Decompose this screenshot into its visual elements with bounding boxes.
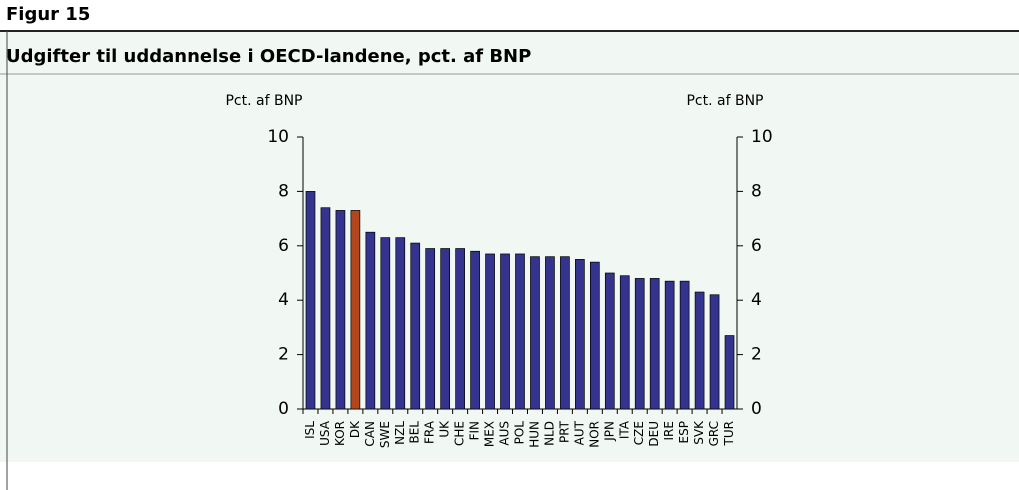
- bar: [440, 248, 451, 410]
- x-tick-label: JPN: [602, 421, 616, 442]
- bar: [305, 191, 316, 410]
- bar: [709, 294, 720, 410]
- y-tick-label: 4: [278, 290, 289, 310]
- y-tick-label: 2: [278, 345, 289, 365]
- bar: [679, 280, 690, 410]
- bar: [320, 207, 331, 410]
- x-tick-label: SVK: [692, 420, 706, 445]
- x-tick-label: TUR: [722, 421, 736, 446]
- bar: [380, 237, 391, 410]
- x-tick-label: CAN: [363, 421, 377, 447]
- x-tick-label: AUS: [498, 421, 512, 446]
- bar: [694, 291, 705, 410]
- x-tick-label: BEL: [408, 421, 422, 444]
- bar: [455, 248, 465, 410]
- x-tick-label: DK: [348, 420, 362, 438]
- x-tick-label: ESP: [677, 421, 691, 443]
- chart-title: Udgifter til uddannelse i OECD-landene, …: [6, 46, 531, 67]
- x-tick-label: NZL: [393, 421, 407, 445]
- y-tick-label: 8: [278, 181, 289, 201]
- x-tick-label: ISL: [303, 421, 317, 439]
- bar: [545, 256, 555, 410]
- bar: [410, 242, 421, 410]
- bar: [649, 278, 660, 410]
- x-tick-label: SWE: [378, 421, 392, 448]
- x-tick-label: IRE: [662, 421, 676, 440]
- x-tick-label: MEX: [483, 421, 497, 447]
- bar: [365, 231, 376, 410]
- x-tick-label: CZE: [632, 421, 646, 445]
- x-tick-label: USA: [318, 420, 332, 446]
- x-tick-label: CHE: [453, 421, 467, 446]
- x-tick-label: HUN: [527, 421, 541, 448]
- y2-tick-label: 0: [751, 399, 762, 419]
- y2-axis-label: Pct. af BNP: [686, 93, 763, 109]
- x-tick-label: NOR: [587, 421, 601, 448]
- x-tick-label: PRT: [557, 420, 571, 443]
- y2-tick-label: 6: [751, 236, 762, 256]
- bar: [560, 256, 570, 410]
- figure-label: Figur 15: [6, 4, 90, 25]
- y-tick-label: 6: [278, 236, 289, 256]
- y-tick-label: 10: [267, 127, 289, 147]
- bar: [589, 261, 600, 410]
- bar: [634, 278, 645, 410]
- bar: [500, 253, 510, 410]
- bar: [470, 250, 480, 410]
- y2-tick-label: 8: [751, 181, 762, 201]
- x-tick-label: ITA: [617, 420, 631, 439]
- x-tick-label: POL: [513, 421, 527, 445]
- bar: [724, 335, 735, 410]
- y2-tick-label: 4: [751, 290, 762, 310]
- bar: [604, 272, 615, 410]
- y2-tick-label: 2: [751, 345, 762, 365]
- x-tick-label: KOR: [333, 421, 347, 446]
- bar: [530, 256, 540, 410]
- x-tick-label: UK: [438, 420, 452, 438]
- y-tick-label: 0: [278, 399, 289, 419]
- x-tick-label: NLD: [542, 421, 556, 446]
- bar: [575, 259, 585, 410]
- bar: [395, 237, 406, 410]
- bar: [664, 280, 675, 410]
- bar: [515, 253, 525, 410]
- bar: [485, 253, 495, 410]
- bar: [350, 210, 361, 410]
- x-tick-label: AUT: [572, 420, 586, 445]
- x-tick-label: DEU: [647, 421, 661, 447]
- bar: [619, 275, 630, 410]
- y-axis-label: Pct. af BNP: [225, 93, 302, 109]
- bar: [425, 248, 436, 410]
- x-tick-label: FRA: [423, 420, 437, 444]
- y2-tick-label: 10: [751, 127, 773, 147]
- x-tick-label: GRC: [707, 421, 721, 446]
- x-tick-label: FIN: [468, 421, 482, 440]
- bar: [335, 210, 346, 410]
